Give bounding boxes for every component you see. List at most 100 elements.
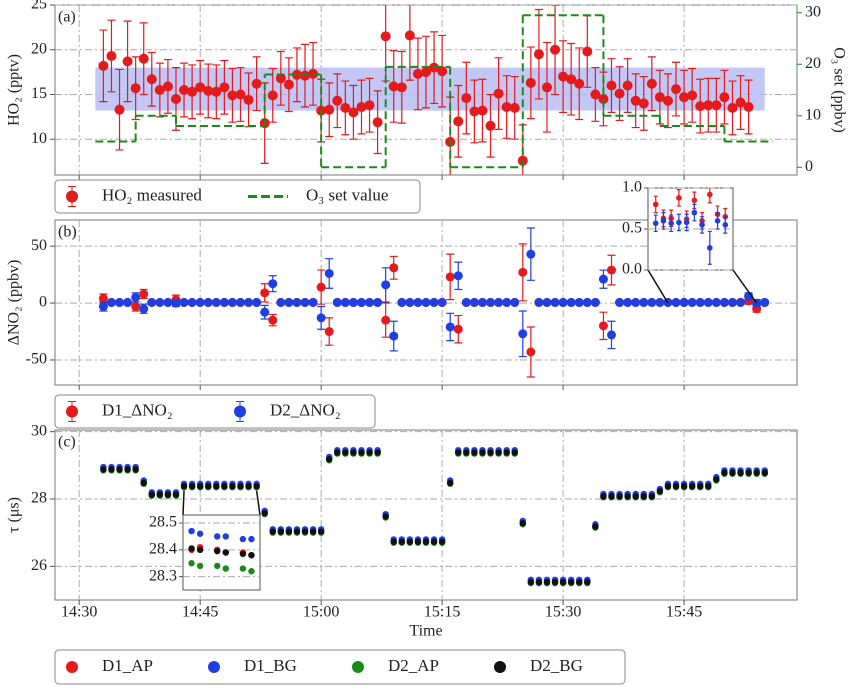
data-point	[300, 70, 311, 81]
data-point	[648, 493, 656, 500]
data-point	[453, 116, 464, 127]
data-point	[227, 298, 237, 307]
data-point	[332, 298, 342, 307]
y-axis-label: HO₂ (pptv)	[6, 54, 23, 126]
data-point	[729, 469, 736, 476]
data-point	[705, 483, 712, 490]
data-point	[664, 483, 672, 490]
x-tick-label: 14:45	[182, 604, 218, 621]
data-point	[463, 449, 470, 456]
data-point	[534, 298, 544, 307]
data-point	[243, 94, 254, 105]
data-point	[390, 538, 397, 545]
panel-label: (a)	[58, 9, 76, 26]
data-point	[672, 483, 680, 490]
data-point	[430, 538, 438, 545]
legend-box	[54, 179, 421, 214]
data-point	[445, 272, 455, 282]
data-point	[680, 483, 688, 490]
data-point	[100, 466, 107, 473]
legend-swatch	[66, 405, 78, 418]
data-point	[687, 90, 698, 101]
data-point	[170, 93, 181, 104]
data-point	[285, 528, 293, 535]
data-point	[188, 483, 196, 490]
x-tick-label: 15:15	[424, 604, 460, 621]
data-point	[446, 479, 454, 487]
data-point	[229, 483, 236, 490]
data-point	[108, 466, 115, 473]
y-tick-label: 30	[31, 422, 47, 439]
inset-connector	[255, 490, 261, 516]
data-point	[219, 298, 229, 307]
data-point	[550, 298, 560, 307]
data-point	[366, 449, 373, 456]
plot-layer	[100, 446, 768, 587]
data-point	[438, 538, 446, 545]
data-point	[703, 100, 714, 111]
data-point	[139, 289, 149, 299]
y2-tick-label: 30	[805, 3, 821, 20]
data-point	[592, 523, 599, 530]
data-point	[340, 102, 351, 113]
data-point	[721, 469, 728, 476]
data-point	[421, 298, 431, 307]
data-point	[260, 307, 270, 317]
data-point	[679, 298, 689, 307]
data-point	[471, 449, 478, 456]
data-point	[188, 545, 195, 552]
data-point	[574, 298, 584, 307]
data-point	[461, 298, 471, 307]
y2-tick-label: 20	[805, 55, 821, 72]
data-point	[707, 245, 713, 251]
data-point	[745, 469, 752, 476]
data-point	[469, 106, 480, 117]
data-point	[541, 82, 552, 93]
data-point	[511, 449, 518, 456]
data-point	[196, 562, 204, 570]
data-point	[683, 219, 690, 226]
data-point	[213, 483, 220, 490]
data-point	[477, 105, 488, 116]
data-point	[453, 271, 463, 281]
data-point	[348, 298, 358, 307]
data-point	[519, 520, 526, 527]
plot-layer	[98, 227, 770, 378]
legend-label: D2_ΔNO₂	[270, 400, 341, 419]
data-point	[239, 550, 247, 558]
data-point	[429, 298, 439, 307]
data-point	[275, 73, 286, 84]
data-point	[292, 298, 302, 307]
data-point	[550, 44, 561, 55]
data-point	[268, 279, 278, 289]
data-point	[219, 82, 230, 93]
data-point	[317, 528, 325, 535]
legend-swatch	[494, 661, 506, 673]
data-point	[743, 102, 754, 112]
data-point	[235, 89, 246, 100]
data-point	[622, 80, 633, 91]
data-point	[543, 578, 551, 586]
data-point	[707, 191, 713, 198]
data-point	[671, 298, 681, 307]
data-point	[608, 493, 615, 500]
data-point	[761, 469, 768, 476]
data-point	[711, 100, 722, 111]
data-point	[214, 562, 221, 570]
legend-label: D2_BG	[530, 656, 583, 675]
data-point	[737, 469, 744, 476]
data-point	[214, 533, 221, 540]
data-point	[479, 449, 486, 456]
data-point	[695, 101, 706, 112]
data-point	[623, 298, 633, 307]
data-point	[567, 578, 575, 586]
data-point	[284, 298, 294, 307]
data-point	[308, 298, 318, 307]
data-point	[582, 298, 592, 307]
data-point	[662, 95, 673, 106]
data-point	[638, 98, 649, 109]
data-point	[148, 491, 155, 498]
x-tick-label: 15:30	[545, 604, 581, 621]
data-point	[172, 491, 180, 498]
y2-axis-label: O₃ set (ppbv)	[830, 47, 847, 133]
